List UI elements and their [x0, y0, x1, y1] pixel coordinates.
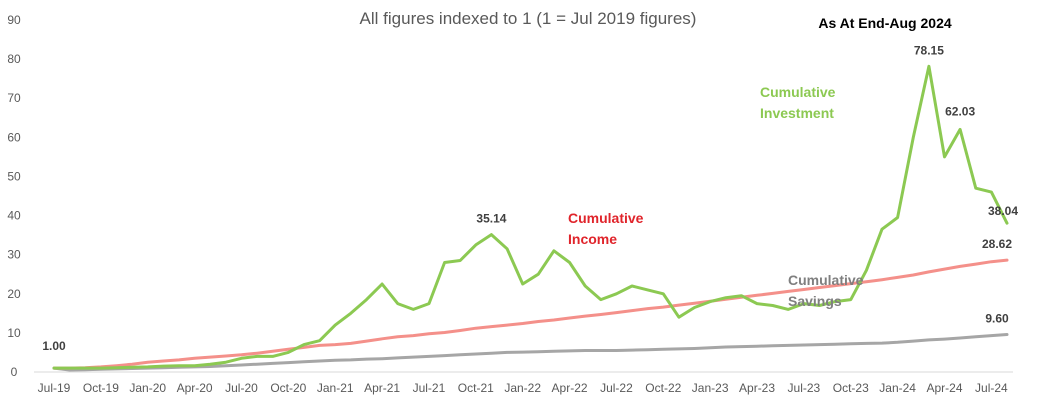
- y-tick-label: 70: [7, 91, 21, 105]
- x-tick-label: Jan-23: [692, 381, 729, 395]
- x-tick-label: Apr-22: [552, 381, 588, 395]
- series-label: Income: [568, 231, 617, 247]
- x-tick-label: Apr-23: [739, 381, 775, 395]
- series-label: Cumulative: [760, 84, 836, 100]
- x-tick-label: Jan-21: [317, 381, 354, 395]
- series-label: Savings: [788, 293, 842, 309]
- x-tick-label: Apr-21: [364, 381, 400, 395]
- data-label: 38.04: [988, 204, 1018, 218]
- y-tick-label: 10: [7, 326, 21, 340]
- x-tick-label: Jul-20: [225, 381, 258, 395]
- x-tick-label: Oct-20: [270, 381, 306, 395]
- data-label: 62.03: [945, 104, 975, 118]
- x-tick-label: Apr-20: [177, 381, 213, 395]
- y-tick-label: 40: [7, 209, 21, 223]
- x-tick-label: Jul-22: [600, 381, 633, 395]
- x-tick-label: Jul-19: [38, 381, 71, 395]
- data-label: 1.00: [42, 339, 66, 353]
- data-label: 78.15: [914, 43, 944, 57]
- x-tick-label: Jan-20: [129, 381, 166, 395]
- y-tick-label: 0: [11, 365, 18, 379]
- series-line-cumulative-savings: [52, 333, 1009, 372]
- series-line-cumulative-investment: [52, 64, 1009, 370]
- data-label: 28.62: [982, 237, 1012, 251]
- x-tick-label: Jan-24: [879, 381, 916, 395]
- chart-subtitle: As At End-Aug 2024: [818, 15, 951, 31]
- chart-title: All figures indexed to 1 (1 = Jul 2019 f…: [360, 9, 697, 28]
- series-label: Cumulative: [568, 210, 644, 226]
- y-axis: 0 10 20 30 40 50 60 70 80 90: [7, 13, 21, 379]
- data-label: 35.14: [476, 212, 506, 226]
- y-tick-label: 60: [7, 130, 21, 144]
- x-tick-label: Oct-21: [458, 381, 494, 395]
- y-tick-label: 90: [7, 13, 21, 27]
- y-tick-label: 50: [7, 169, 21, 183]
- x-tick-label: Oct-22: [645, 381, 681, 395]
- x-tick-label: Jul-24: [975, 381, 1008, 395]
- data-labels: 1.00 35.14 78.15 62.03 38.04 28.62 9.60: [42, 43, 1018, 353]
- series-label: Investment: [760, 105, 834, 121]
- series-lines: [52, 64, 1009, 372]
- x-axis: Jul-19 Oct-19 Jan-20 Apr-20 Jul-20 Oct-20 Jan-…: [38, 381, 1008, 395]
- y-tick-label: 80: [7, 52, 21, 66]
- series-label: Cumulative: [788, 272, 864, 288]
- x-tick-label: Oct-19: [83, 381, 119, 395]
- data-label: 9.60: [985, 311, 1009, 325]
- x-tick-label: Jan-22: [504, 381, 541, 395]
- x-tick-label: Jul-21: [413, 381, 446, 395]
- x-tick-label: Jul-23: [788, 381, 821, 395]
- x-tick-label: Apr-24: [926, 381, 962, 395]
- series-line-cumulative-income: [52, 258, 1009, 370]
- series-labels: Cumulative Investment Cumulative Income Cumu…: [568, 84, 864, 309]
- y-tick-label: 20: [7, 287, 21, 301]
- x-tick-label: Oct-23: [833, 381, 869, 395]
- y-tick-label: 30: [7, 248, 21, 262]
